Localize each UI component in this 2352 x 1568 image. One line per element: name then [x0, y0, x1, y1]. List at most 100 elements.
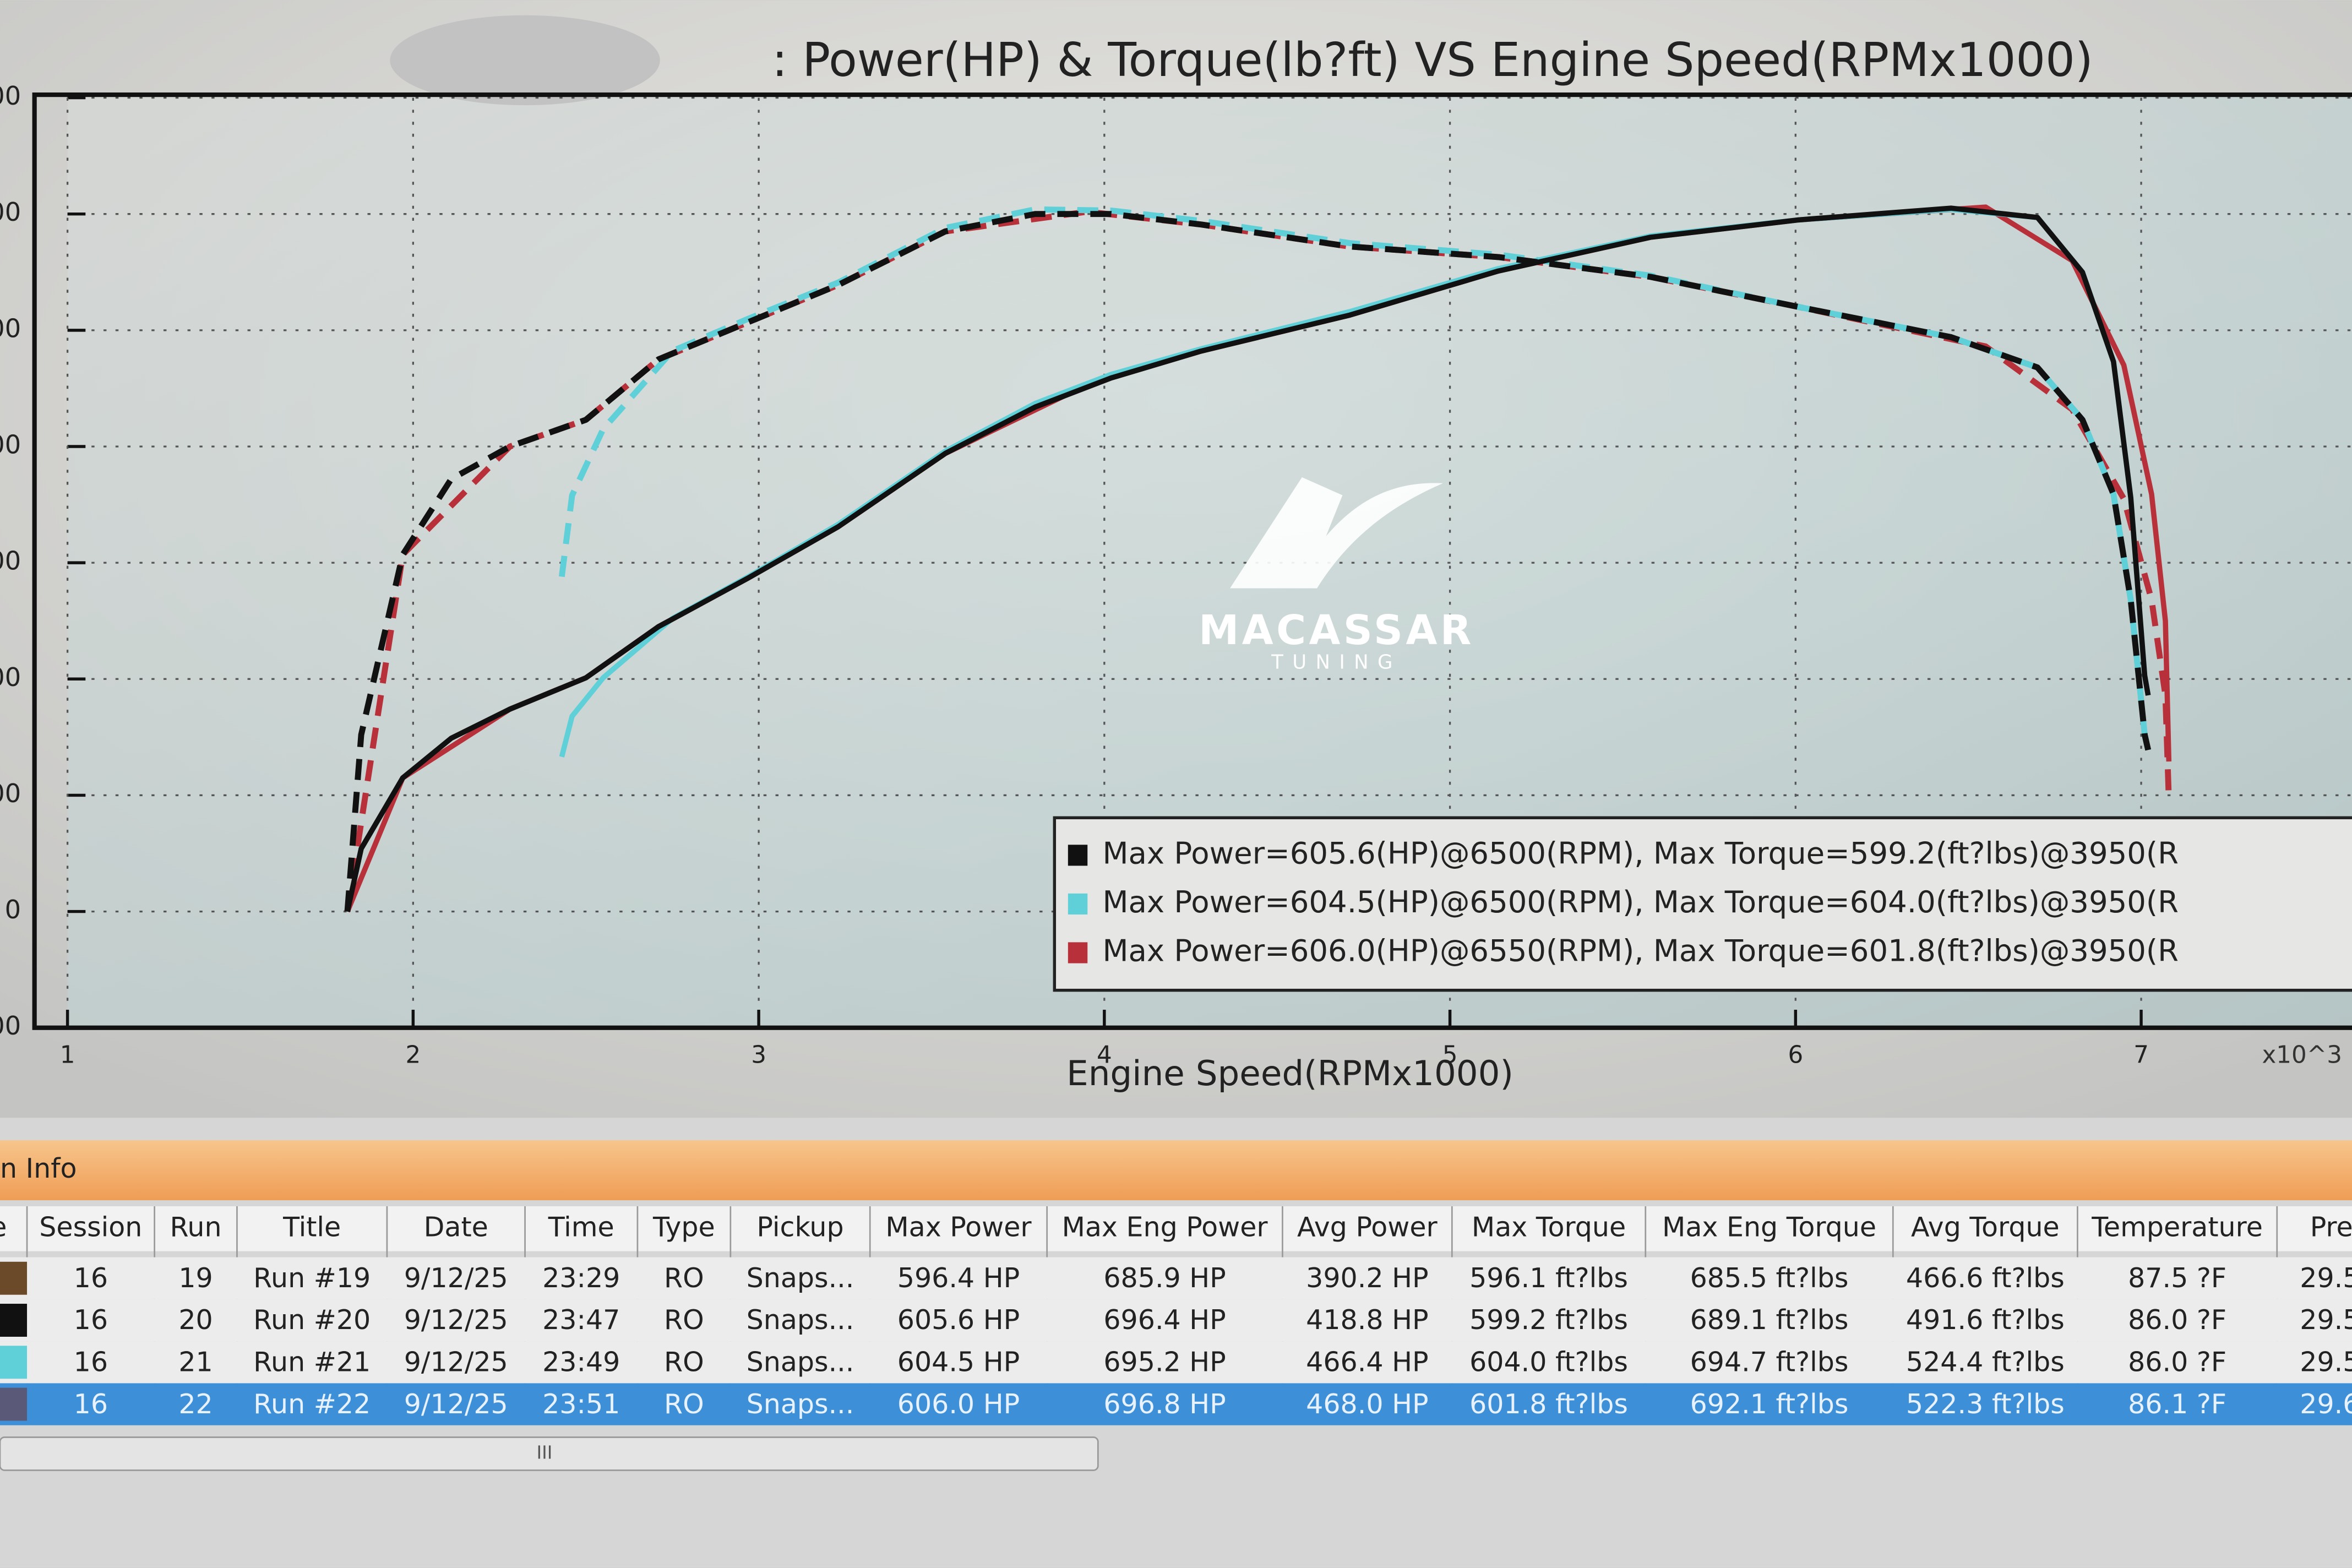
column-header[interactable]: Session	[39, 1211, 142, 1243]
table-cell: 685.9 HP	[1103, 1262, 1226, 1294]
torque-line	[558, 206, 2152, 751]
y-tick-label: 300	[0, 546, 21, 576]
redaction-blur	[390, 15, 660, 106]
legend-label: Max Power=605.6(HP)@6500(RPM), Max Torqu…	[1102, 836, 2179, 871]
scrollbar[interactable]	[0, 1436, 1099, 1471]
table-cell: 466.6 ft?lbs	[1906, 1262, 2065, 1294]
column-header[interactable]: Max Torque	[1472, 1211, 1626, 1243]
table-cell: 689.1 ft?lbs	[1690, 1304, 1849, 1336]
table-cell: 596.1 ft?lbs	[1469, 1262, 1628, 1294]
column-header[interactable]: Avg Power	[1297, 1211, 1438, 1243]
table-cell: Snaps...	[747, 1346, 854, 1378]
table-cell: 692.1 ft?lbs	[1690, 1388, 1849, 1420]
y-tick-label: 0	[5, 895, 21, 924]
panel-header	[0, 1140, 2352, 1201]
table-row[interactable]	[0, 1257, 2352, 1299]
column-header[interactable]: Temperature	[2091, 1211, 2263, 1243]
table-cell: 86.1 ?F	[2128, 1388, 2226, 1420]
x-tick-label: 2	[405, 1041, 421, 1069]
column-header[interactable]: Max Eng Power	[1062, 1211, 1268, 1243]
x-tick-label: 5	[1442, 1041, 1458, 1069]
table-cell: 16	[74, 1262, 108, 1294]
x-tick-label: 6	[1788, 1041, 1803, 1069]
run-color-swatch	[0, 1387, 28, 1421]
table-row[interactable]	[0, 1341, 2352, 1384]
table-cell: RO	[664, 1304, 704, 1336]
run-color-swatch	[0, 1346, 28, 1379]
legend-swatch	[1068, 845, 1088, 866]
y-tick-label: -100	[0, 1011, 21, 1041]
selected-row[interactable]	[0, 1383, 2352, 1425]
column-header[interactable]: Date	[424, 1211, 488, 1243]
table-cell: 696.4 HP	[1103, 1304, 1226, 1336]
table-cell: 29.57	[2300, 1346, 2352, 1378]
column-header[interactable]: e	[0, 1211, 7, 1243]
legend-box	[1053, 816, 2352, 992]
table-cell: 390.2 HP	[1306, 1262, 1428, 1294]
run-color-swatch	[0, 1304, 28, 1337]
table-cell: 16	[74, 1304, 108, 1336]
column-header[interactable]: Pres	[2310, 1211, 2352, 1243]
column-header[interactable]: Pickup	[756, 1211, 843, 1243]
table-cell: 522.3 ft?lbs	[1906, 1388, 2065, 1420]
column-header[interactable]: Time	[548, 1211, 614, 1243]
y-tick-label: 400	[0, 429, 21, 459]
column-header[interactable]: Title	[282, 1211, 341, 1243]
legend-swatch	[1068, 942, 1088, 963]
column-header[interactable]: Max Eng Torque	[1662, 1211, 1876, 1243]
table-cell: 695.2 HP	[1103, 1346, 1226, 1378]
table-cell: RO	[664, 1262, 704, 1294]
table-cell: RO	[664, 1388, 704, 1420]
x-tick-label: 4	[1097, 1041, 1112, 1069]
column-header[interactable]: Max Power	[885, 1211, 1032, 1243]
y-tick-label: 500	[0, 313, 21, 343]
table-cell: 19	[178, 1262, 213, 1294]
table-row[interactable]	[0, 1299, 2352, 1342]
table-cell: Run #21	[253, 1346, 371, 1378]
table-cell: 23:51	[542, 1388, 620, 1420]
table-cell: 524.4 ft?lbs	[1906, 1346, 2065, 1378]
table-cell: Run #20	[253, 1304, 371, 1336]
watermark-sub: TUNING	[1271, 651, 1401, 674]
torque-line	[344, 211, 2152, 912]
table-cell: 16	[74, 1388, 108, 1420]
x-tick-label: 3	[751, 1041, 766, 1069]
table-cell: 21	[178, 1346, 213, 1378]
x-axis-label: Engine Speed(RPMx1000)	[1066, 1053, 1513, 1093]
x-tick-label: 1	[60, 1041, 75, 1069]
table-cell: 601.8 ft?lbs	[1469, 1388, 1628, 1420]
table-cell: 418.8 HP	[1306, 1304, 1428, 1336]
table-cell: 87.5 ?F	[2128, 1262, 2226, 1294]
x-tick-label: 7	[2133, 1041, 2149, 1069]
plot-frame	[32, 92, 2352, 1030]
table-cell: 86.0 ?F	[2128, 1346, 2226, 1378]
table-cell: Run #22	[253, 1388, 371, 1420]
column-header[interactable]: Run	[170, 1211, 222, 1243]
table-cell: 20	[178, 1304, 213, 1336]
table-cell: 491.6 ft?lbs	[1906, 1304, 2065, 1336]
column-header[interactable]: Type	[652, 1211, 715, 1243]
table-cell: 604.0 ft?lbs	[1469, 1346, 1628, 1378]
run-color-swatch	[0, 1261, 28, 1295]
table-cell: 606.0 HP	[897, 1388, 1020, 1420]
table-cell: 694.7 ft?lbs	[1690, 1346, 1849, 1378]
column-header[interactable]: Avg Torque	[1911, 1211, 2060, 1243]
legend-swatch	[1068, 893, 1088, 915]
watermark-logo	[1230, 477, 1443, 589]
y-tick-label: 200	[0, 662, 21, 692]
table-cell: 9/12/25	[404, 1346, 508, 1378]
legend-label: Max Power=604.5(HP)@6500(RPM), Max Torqu…	[1102, 884, 2179, 919]
table-cell: 16	[74, 1346, 108, 1378]
table-cell: 605.6 HP	[897, 1304, 1020, 1336]
table-cell: 29.57	[2300, 1262, 2352, 1294]
table-cell: 29.57	[2300, 1304, 2352, 1336]
watermark-brand: MACASSAR	[1199, 607, 1474, 654]
table-cell: Snaps...	[747, 1304, 854, 1336]
table-cell: 23:49	[542, 1346, 620, 1378]
y-tick-label: 600	[0, 197, 21, 227]
table-cell: 9/12/25	[404, 1304, 508, 1336]
table-cell: 596.4 HP	[897, 1262, 1020, 1294]
legend-label: Max Power=606.0(HP)@6550(RPM), Max Torqu…	[1102, 933, 2179, 968]
table-cell: 23:29	[542, 1262, 620, 1294]
